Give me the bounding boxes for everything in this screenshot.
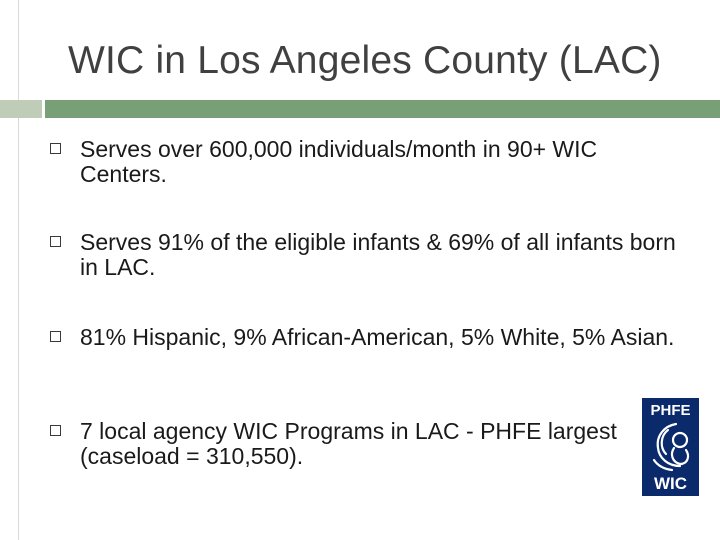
bullet-text: Serves over 600,000 individuals/month in… [80, 136, 598, 187]
square-bullet-icon [50, 143, 61, 154]
square-bullet-icon [50, 425, 61, 436]
square-bullet-icon [50, 331, 61, 342]
bullet-text: 7 local agency WIC Programs in LAC - PHF… [80, 418, 617, 469]
logo-top-text: PHFE [650, 402, 691, 419]
phfe-wic-logo: PHFE WIC [642, 398, 699, 496]
square-bullet-icon [50, 236, 61, 247]
mother-child-icon [652, 422, 690, 472]
title-accent-bar-light [0, 100, 42, 118]
bullet-text: Serves 91% of the eligible infants & 69%… [80, 229, 676, 280]
title-accent-bar [45, 100, 720, 118]
bullet-text: 81% Hispanic, 9% African-American, 5% Wh… [80, 324, 675, 350]
slide-title: WIC in Los Angeles County (LAC) [68, 39, 662, 82]
logo-bottom-text: WIC [653, 474, 688, 493]
left-border-line [18, 0, 19, 540]
